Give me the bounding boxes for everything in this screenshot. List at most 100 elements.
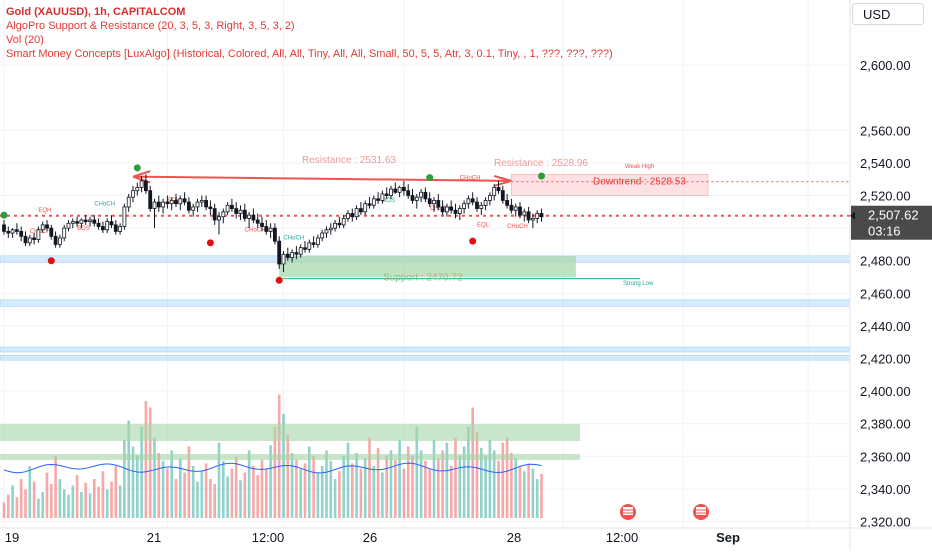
volume-bar	[325, 450, 328, 518]
last-price-box	[851, 205, 932, 240]
volume-bar	[415, 427, 419, 518]
weak-high-label: Weak High	[625, 164, 654, 170]
volume-bar	[290, 453, 294, 518]
volume-bar	[295, 459, 298, 518]
smc-label: CHoCH	[460, 175, 481, 181]
currency-button[interactable]: USD	[852, 3, 924, 25]
volume-bar	[501, 442, 505, 518]
volume-bar	[131, 446, 135, 518]
zone-support	[279, 255, 576, 278]
symbol-title[interactable]: Gold (XAUUSD), 1h, CAPITALCOM	[6, 6, 186, 18]
candle-body	[178, 198, 183, 205]
volume-bar	[179, 458, 182, 518]
candle-body	[307, 242, 312, 250]
candle-body	[539, 213, 544, 218]
volume-bar	[191, 466, 195, 518]
candle-body	[380, 193, 385, 201]
candle-body	[186, 201, 191, 211]
volume-bar	[247, 450, 251, 518]
candle-body	[229, 204, 234, 209]
smc-label: EQH	[167, 198, 180, 204]
candle-body	[526, 211, 531, 221]
volume-bar	[351, 463, 354, 518]
volume-bar	[166, 468, 169, 518]
volume-bar	[157, 453, 161, 518]
price-axis-tick: 2,320.00	[860, 514, 911, 529]
candle-body	[414, 196, 419, 201]
swing-low-dot	[275, 276, 283, 284]
candle-body	[427, 198, 432, 205]
volume-bar	[75, 475, 79, 518]
volume-bar	[355, 453, 358, 518]
price-axis-tick: 2,540.00	[860, 156, 911, 171]
volume-zone-1	[0, 424, 580, 441]
swing-low-dot	[469, 237, 477, 245]
candle-body	[10, 229, 15, 234]
volume-bar	[110, 481, 113, 518]
volume-bar	[308, 446, 311, 518]
candle-body	[496, 187, 501, 192]
candle-body	[272, 227, 277, 242]
candle-body	[131, 190, 135, 198]
candle-body	[277, 240, 282, 265]
volume-bar	[480, 447, 483, 518]
price-axis-tick: 2,400.00	[860, 384, 911, 399]
candle-body	[169, 200, 174, 205]
volume-bar	[41, 492, 44, 518]
smc-label: CHoCH	[430, 206, 451, 212]
volume-bar	[2, 502, 6, 518]
candle-body	[453, 209, 458, 214]
candle-body	[470, 198, 475, 203]
candle-body	[161, 201, 166, 208]
candle-body	[195, 201, 200, 208]
candle-body	[101, 226, 105, 231]
volume-bar	[183, 472, 186, 518]
volume-bar	[419, 450, 423, 518]
candle-body	[260, 222, 264, 227]
indicator-volume[interactable]: Vol (20)	[6, 34, 44, 46]
candle-body	[294, 252, 299, 255]
candle-body	[268, 227, 273, 232]
candle-body	[83, 219, 88, 223]
swing-high-dot	[538, 172, 545, 180]
volume-bar	[402, 468, 406, 518]
candle-body	[79, 219, 84, 224]
volume-bar	[385, 455, 388, 518]
candle-body	[40, 224, 45, 231]
volume-bar	[50, 484, 53, 518]
volume-bar	[363, 458, 367, 518]
strong-low-label: Strong Low	[623, 281, 654, 287]
resistance-label-1: Resistance : 2531.63	[302, 155, 396, 166]
candle-body	[70, 221, 75, 224]
volume-bar	[187, 446, 191, 518]
price-axis-tick: 2,420.00	[860, 352, 911, 367]
candle-body	[333, 222, 338, 229]
candle-body	[49, 227, 54, 237]
volume-bar	[372, 466, 376, 518]
candle-body	[483, 200, 488, 206]
zone-blue	[0, 346, 851, 353]
indicator-smc[interactable]: Smart Money Concepts [LuxAlgo] (Historic…	[6, 48, 613, 60]
candle-body	[255, 219, 260, 224]
candle-body	[324, 229, 329, 234]
candle-body	[62, 227, 67, 239]
volume-bar	[467, 427, 470, 518]
volume-bar	[359, 468, 363, 518]
volume-bar	[230, 468, 234, 518]
volume-bar	[510, 453, 513, 518]
candle-body	[53, 235, 58, 245]
volume-zone-2	[0, 454, 580, 460]
smc-label: BOS	[382, 198, 395, 204]
candle-body	[165, 201, 170, 205]
volume-bar	[243, 472, 247, 518]
candle-body	[234, 208, 239, 214]
indicator-algopro[interactable]: AlgoPro Support & Resistance (20, 3, 5, …	[6, 20, 295, 32]
candle-body	[384, 193, 389, 196]
volume-bar	[256, 475, 259, 518]
candle-body	[346, 213, 350, 219]
price-axis-tick: 2,340.00	[860, 482, 911, 497]
candle-body	[23, 235, 28, 244]
swing-high-dot	[133, 164, 141, 172]
